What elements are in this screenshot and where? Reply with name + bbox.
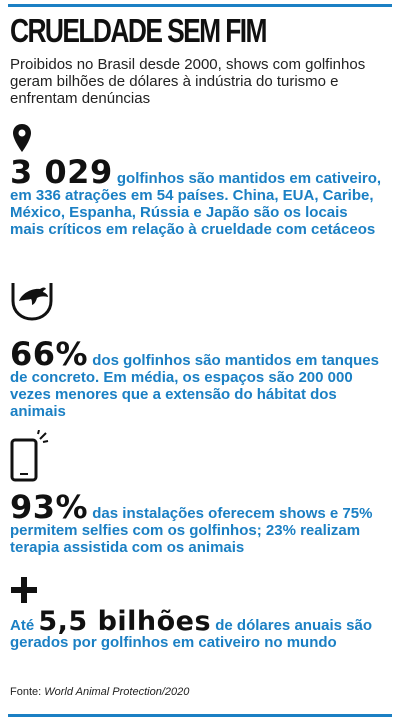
fact-block-revenue: Até 5,5 bilhões de dólares anuais são ge…: [10, 608, 382, 651]
fact-text: de dólares anuais são gerados por golfin…: [10, 617, 372, 651]
page-subtitle: Proibidos no Brasil desde 2000, shows co…: [10, 56, 366, 107]
dolphin-tank-icon: [11, 283, 53, 321]
fact-number: 93%: [10, 488, 89, 526]
source-line: Fonte: World Animal Protection/2020: [10, 686, 189, 698]
smartphone-icon: [10, 430, 49, 482]
fact-text: dos golfinhos são mantidos em tanques de…: [10, 352, 379, 420]
top-rule: [8, 4, 392, 7]
fact-number: 3 029: [10, 153, 113, 191]
bottom-rule: [8, 714, 392, 717]
plus-icon: [11, 577, 37, 603]
location-pin-icon: [13, 124, 31, 152]
fact-number: 5,5 bilhões: [38, 606, 212, 637]
fact-text: golfinhos são mantidos em cativeiro, em …: [10, 170, 382, 238]
fact-prefix: Até: [10, 617, 35, 634]
fact-block-shows: 93% das instalações oferecem shows e 75%…: [10, 491, 382, 556]
source-name: World Animal Protection/2020: [44, 686, 190, 698]
fact-block-captivity: 3 029 golfinhos são mantidos em cativeir…: [10, 156, 382, 238]
fact-number: 66%: [10, 335, 89, 373]
fact-block-tanks: 66% dos golfinhos são mantidos em tanque…: [10, 338, 382, 420]
page-title: CRUELDADE SEM FIM: [10, 12, 267, 49]
source-label: Fonte:: [10, 686, 42, 698]
fact-text: das instalações oferecem shows e 75% per…: [10, 505, 373, 556]
